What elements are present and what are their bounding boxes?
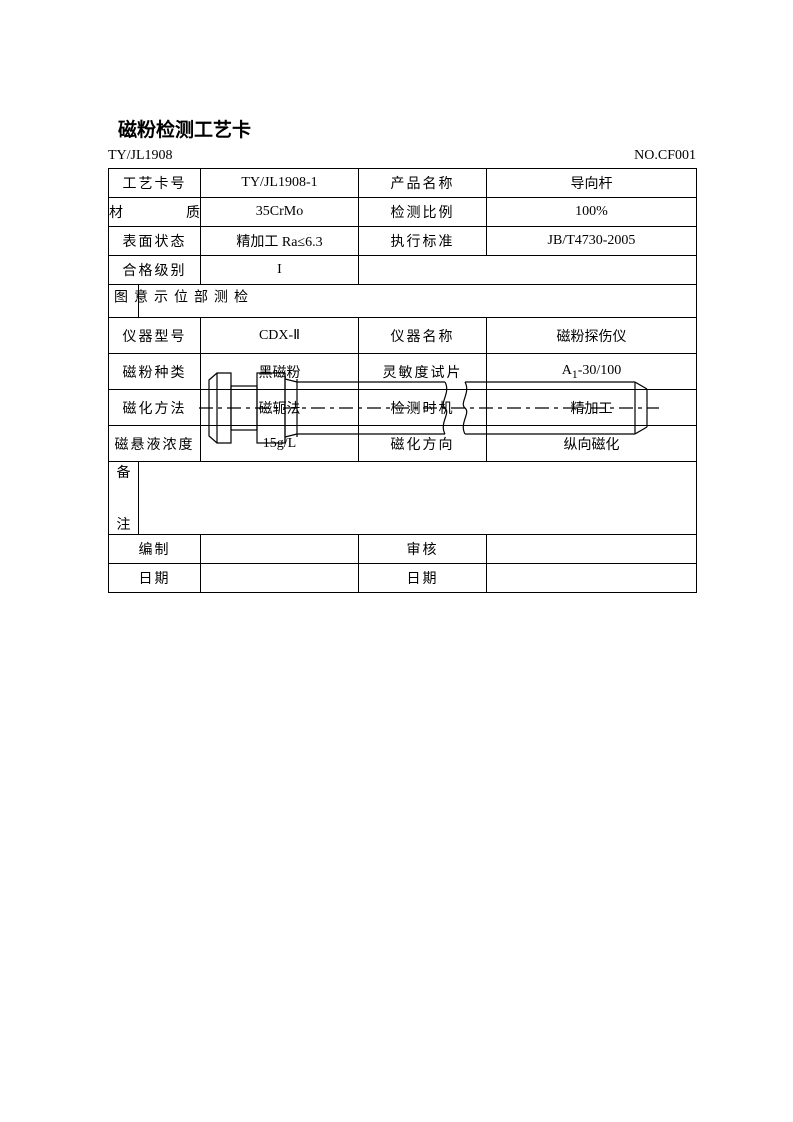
remarks-row: 备 注 bbox=[109, 462, 697, 535]
cell-value: CDX-Ⅱ bbox=[201, 318, 359, 354]
shaft-diagram bbox=[199, 363, 659, 453]
cell-label: 工艺卡号 bbox=[109, 169, 201, 198]
cell-value bbox=[201, 535, 359, 564]
cell-value: JB/T4730-2005 bbox=[487, 227, 697, 256]
cell-value: 磁粉探伤仪 bbox=[487, 318, 697, 354]
cell-value: 100% bbox=[487, 198, 697, 227]
cell-value: TY/JL1908-1 bbox=[201, 169, 359, 198]
cell-value bbox=[487, 535, 697, 564]
diagram-label-cell: 检测部位示意图 bbox=[109, 285, 139, 318]
table-row: 工艺卡号 TY/JL1908-1 产品名称 导向杆 bbox=[109, 169, 697, 198]
doc-title: 磁粉检测工艺卡 bbox=[118, 115, 696, 142]
cell-label: 仪器型号 bbox=[109, 318, 201, 354]
table-row: 材质 35CrMo 检测比例 100% bbox=[109, 198, 697, 227]
table-row: 表面状态 精加工 Ra≤6.3 执行标准 JB/T4730-2005 bbox=[109, 227, 697, 256]
cell-value: 精加工 Ra≤6.3 bbox=[201, 227, 359, 256]
process-card-table: 工艺卡号 TY/JL1908-1 产品名称 导向杆 材质 35CrMo 检测比例… bbox=[108, 168, 697, 593]
remarks-body bbox=[139, 462, 697, 535]
cell-label: 检测比例 bbox=[359, 198, 487, 227]
cell-label: 磁悬液浓度 bbox=[109, 426, 201, 462]
signature-row: 编制 审核 bbox=[109, 535, 697, 564]
cell-label: 合格级别 bbox=[109, 256, 201, 285]
label-part: 质 bbox=[167, 206, 201, 221]
label-part: 材 bbox=[109, 206, 143, 221]
cell-empty bbox=[359, 256, 697, 285]
doc-code-right: NO.CF001 bbox=[634, 148, 696, 164]
cell-label: 编制 bbox=[109, 535, 201, 564]
cell-label: 仪器名称 bbox=[359, 318, 487, 354]
cell-label: 执行标准 bbox=[359, 227, 487, 256]
diagram-cell bbox=[139, 285, 697, 318]
cell-value bbox=[201, 564, 359, 593]
cell-label: 磁化方法 bbox=[109, 390, 201, 426]
cell-value: 导向杆 bbox=[487, 169, 697, 198]
table-row: 合格级别 I bbox=[109, 256, 697, 285]
cell-label: 产品名称 bbox=[359, 169, 487, 198]
cell-value: I bbox=[201, 256, 359, 285]
remarks-label-cell: 备 注 bbox=[109, 462, 139, 535]
cell-label: 磁粉种类 bbox=[109, 354, 201, 390]
cell-label: 日期 bbox=[359, 564, 487, 593]
date-row: 日期 日期 bbox=[109, 564, 697, 593]
cell-label: 表面状态 bbox=[109, 227, 201, 256]
remarks-label-a: 备 bbox=[117, 466, 131, 481]
table-row: 仪器型号 CDX-Ⅱ 仪器名称 磁粉探伤仪 bbox=[109, 318, 697, 354]
remarks-label-b: 注 bbox=[117, 518, 131, 533]
diagram-row: 检测部位示意图 bbox=[109, 285, 697, 318]
cell-value: 35CrMo bbox=[201, 198, 359, 227]
cell-label: 日期 bbox=[109, 564, 201, 593]
doc-code-left: TY/JL1908 bbox=[108, 148, 173, 164]
cell-label: 材质 bbox=[109, 198, 201, 227]
cell-label: 审核 bbox=[359, 535, 487, 564]
cell-value bbox=[487, 564, 697, 593]
